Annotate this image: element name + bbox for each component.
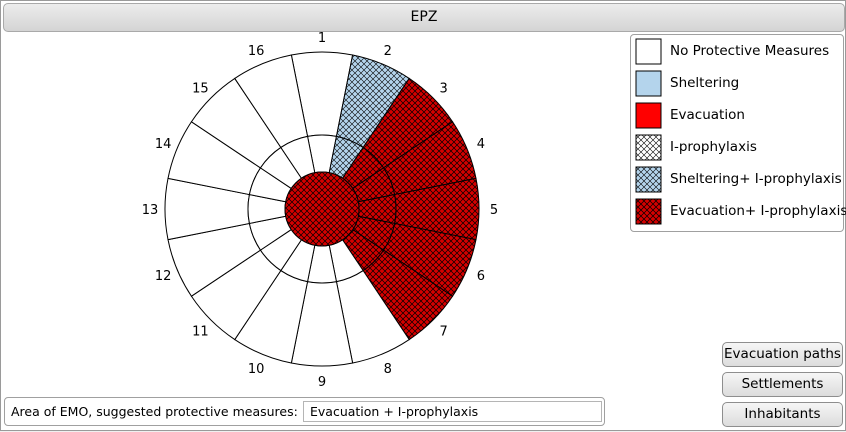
area-panel: Area of EMO, suggested protective measur… xyxy=(4,397,605,426)
swatch-evacuation-iodine xyxy=(635,198,662,225)
legend: No Protective Measures Sheltering Evacua… xyxy=(630,34,846,232)
settlements-button[interactable]: Settlements xyxy=(722,372,843,397)
sector-label-7: 7 xyxy=(439,325,447,340)
legend-item-iodine: I-prophylaxis xyxy=(635,134,841,162)
sector-label-12: 12 xyxy=(155,269,172,284)
legend-item-sheltering-iodine: Sheltering+ I-prophylaxis xyxy=(635,166,842,194)
sector-label-11: 11 xyxy=(192,325,209,340)
legend-item-no-measures: No Protective Measures xyxy=(635,38,841,66)
sector-label-4: 4 xyxy=(477,137,485,152)
swatch-sheltering-iodine xyxy=(635,166,662,193)
center-zone[interactable] xyxy=(284,171,360,247)
sector-label-10: 10 xyxy=(248,362,265,377)
legend-label-iodine: I-prophylaxis xyxy=(670,139,757,155)
swatch-iodine xyxy=(635,134,662,161)
sector-label-2: 2 xyxy=(384,44,392,59)
inhabitants-button[interactable]: Inhabitants xyxy=(722,402,843,427)
legend-label-sheltering-iodine: Sheltering+ I-prophylaxis xyxy=(670,171,842,187)
swatch-no-measures xyxy=(635,38,662,65)
swatch-sheltering xyxy=(635,70,662,97)
legend-label-evacuation-iodine: Evacuation+ I-prophylaxis xyxy=(670,203,846,219)
sector-label-5: 5 xyxy=(490,203,498,218)
sector-label-13: 13 xyxy=(142,203,159,218)
sector-label-16: 16 xyxy=(248,44,265,59)
area-measures-field[interactable]: Evacuation + I-prophylaxis xyxy=(303,401,602,422)
legend-item-sheltering: Sheltering xyxy=(635,70,841,98)
sector-label-14: 14 xyxy=(155,137,172,152)
window-title: EPZ xyxy=(3,3,845,32)
sector-label-8: 8 xyxy=(384,362,392,377)
legend-item-evacuation: Evacuation xyxy=(635,102,841,130)
sector-label-1: 1 xyxy=(318,31,326,46)
sector-label-6: 6 xyxy=(477,269,485,284)
legend-label-sheltering: Sheltering xyxy=(670,75,740,91)
legend-label-no-measures: No Protective Measures xyxy=(670,43,830,59)
sector-label-9: 9 xyxy=(318,375,326,390)
sector-label-15: 15 xyxy=(192,81,209,96)
sector-label-3: 3 xyxy=(439,81,447,96)
legend-label-evacuation: Evacuation xyxy=(670,107,745,123)
area-label: Area of EMO, suggested protective measur… xyxy=(11,404,298,419)
swatch-evacuation xyxy=(635,102,662,129)
evacuation-paths-button[interactable]: Evacuation paths xyxy=(722,342,843,367)
legend-item-evacuation-iodine: Evacuation+ I-prophylaxis xyxy=(635,198,846,226)
